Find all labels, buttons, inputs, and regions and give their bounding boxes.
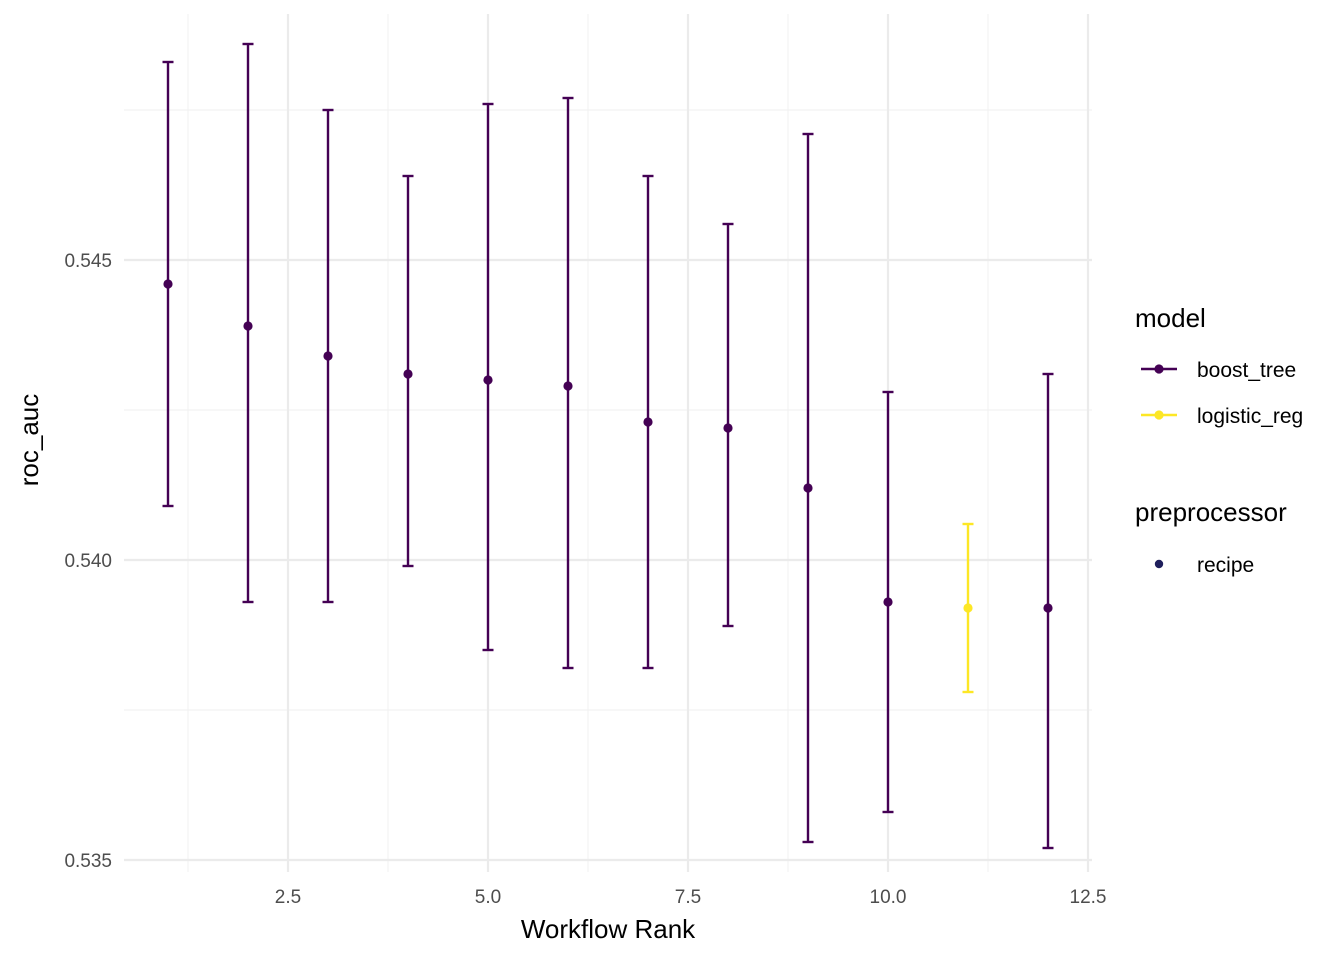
legend-preprocessor-key: recipe — [1154, 554, 1254, 577]
data-points — [163, 279, 1053, 613]
x-tick-label: 12.5 — [1070, 887, 1107, 908]
legend-model-key: boost_tree — [1141, 359, 1296, 382]
data-point — [803, 483, 813, 493]
data-point — [723, 423, 733, 433]
data-point — [883, 597, 893, 607]
legend-model-key: logistic_reg — [1141, 405, 1303, 428]
x-tick-label: 2.5 — [275, 887, 301, 908]
legend-model-label: logistic_reg — [1197, 405, 1303, 428]
data-point — [483, 375, 493, 385]
data-point — [1043, 603, 1053, 613]
data-point — [403, 369, 413, 379]
legend-model: model boost_tree logistic_reg — [1135, 303, 1303, 428]
y-tick-label: 0.535 — [64, 851, 112, 872]
legend-model-title: model — [1135, 303, 1206, 333]
y-axis-title: roc_auc — [14, 394, 44, 487]
x-tick-label: 5.0 — [475, 887, 501, 908]
x-tick-label: 10.0 — [870, 887, 907, 908]
legend-key-point — [1154, 364, 1164, 374]
x-axis-title: Workflow Rank — [521, 914, 696, 944]
legend-key-point — [1154, 410, 1164, 420]
x-tick-labels: 2.5 5.0 7.5 10.0 12.5 — [275, 887, 1107, 908]
data-point — [963, 603, 973, 613]
data-point — [323, 351, 333, 361]
data-point — [563, 381, 573, 391]
data-point — [163, 279, 173, 289]
data-point — [243, 321, 253, 331]
legend-key-point — [1154, 559, 1164, 569]
y-tick-label: 0.545 — [64, 251, 112, 272]
legend-model-label: boost_tree — [1197, 359, 1296, 382]
y-tick-label: 0.540 — [64, 551, 112, 572]
error-bars — [162, 42, 1054, 850]
legend-preprocessor-title: preprocessor — [1135, 497, 1287, 527]
data-point — [643, 417, 653, 427]
y-tick-labels: 0.535 0.540 0.545 — [64, 251, 112, 872]
grid — [124, 14, 1092, 872]
x-tick-label: 7.5 — [675, 887, 701, 908]
legend-preprocessor: preprocessor recipe — [1135, 497, 1287, 577]
legend-preprocessor-label: recipe — [1197, 554, 1254, 577]
